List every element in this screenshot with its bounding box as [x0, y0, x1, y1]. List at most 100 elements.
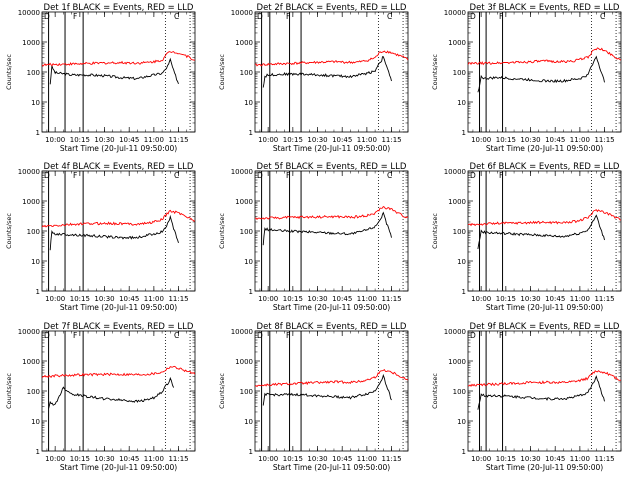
y-axis-label: Counts/sec — [5, 213, 13, 249]
x-tick-label: 10:00 — [45, 136, 65, 144]
y-tick-label: 1 — [36, 288, 40, 296]
series-line-lld — [468, 370, 621, 388]
y-tick-label: 1000 — [448, 358, 466, 366]
plot-area — [468, 12, 621, 132]
y-axis-label: Counts/sec — [431, 373, 439, 409]
y-axis-label: Counts/sec — [5, 54, 13, 90]
x-axis-label: Start Time (20-Jul-11 09:50:00) — [273, 144, 390, 153]
series-line-lld — [468, 209, 621, 227]
y-tick-label: 1000 — [448, 39, 466, 47]
x-tick-label: 10:15 — [496, 455, 516, 463]
x-tick-label: 11:15 — [168, 455, 188, 463]
y-tick-label: 10000 — [231, 168, 253, 176]
series-line-events — [48, 376, 175, 409]
x-tick-label: 10:15 — [496, 136, 516, 144]
x-tick-label: 10:15 — [283, 455, 303, 463]
y-tick-label: 10 — [31, 418, 40, 426]
x-tick-label: 10:15 — [283, 136, 303, 144]
x-tick-label: 10:15 — [70, 455, 90, 463]
x-axis-label: Start Time (20-Jul-11 09:50:00) — [273, 303, 390, 312]
panel-title: Det 7f BLACK = Events, RED = LLD — [44, 322, 194, 332]
marker-label-f: F — [499, 331, 503, 340]
y-tick-label: 1000 — [22, 198, 40, 206]
series-line-events — [262, 211, 392, 246]
x-tick-label: 10:45 — [119, 295, 139, 303]
x-tick-label: 10:00 — [471, 295, 491, 303]
marker-label-c: C — [174, 12, 179, 21]
marker-label-f: F — [499, 171, 503, 180]
y-tick-label: 1000 — [235, 358, 253, 366]
series-line-events — [477, 214, 605, 250]
x-tick-label: 10:15 — [70, 136, 90, 144]
detector-panel-6: Det 6f BLACK = Events, RED = LLD 1 10 100 10… — [431, 162, 622, 312]
y-axis-label: Counts/sec — [218, 373, 226, 409]
detector-panel-7: Det 7f BLACK = Events, RED = LLD 1 10 100 10… — [5, 322, 196, 472]
marker-label-c: C — [600, 12, 605, 21]
x-tick-label: 10:15 — [496, 295, 516, 303]
x-axis-label: Start Time (20-Jul-11 09:50:00) — [60, 303, 177, 312]
x-tick-label: 11:15 — [168, 295, 188, 303]
panel-title: Det 4f BLACK = Events, RED = LLD — [44, 162, 194, 172]
y-axis-label: Counts/sec — [431, 213, 439, 249]
marker-label-d: D — [257, 171, 263, 180]
detector-panel-4: Det 4f BLACK = Events, RED = LLD 1 10 100 10… — [5, 162, 196, 312]
plot-frame — [254, 330, 409, 452]
y-tick-label: 1000 — [235, 198, 253, 206]
marker-label-d: D — [44, 12, 50, 21]
y-tick-label: 100 — [27, 228, 40, 236]
x-tick-label: 11:00 — [144, 136, 164, 144]
marker-label-c: C — [174, 331, 179, 340]
series-line-lld — [255, 368, 408, 388]
marker-label-d: D — [470, 12, 476, 21]
x-tick-label: 10:30 — [307, 455, 327, 463]
x-tick-label: 10:30 — [520, 455, 540, 463]
x-tick-label: 10:45 — [545, 136, 565, 144]
marker-label-f: F — [499, 12, 503, 21]
x-tick-label: 11:00 — [357, 455, 377, 463]
x-tick-label: 10:30 — [94, 455, 114, 463]
x-tick-label: 11:00 — [570, 455, 590, 463]
marker-label-c: C — [387, 12, 392, 21]
y-tick-label: 1000 — [22, 358, 40, 366]
plot-frame — [254, 11, 409, 133]
y-tick-label: 10000 — [18, 168, 40, 176]
plot-area — [42, 331, 195, 451]
y-tick-label: 100 — [240, 228, 253, 236]
plot-frame — [467, 11, 622, 133]
panel-title: Det 9f BLACK = Events, RED = LLD — [470, 322, 620, 332]
panel-title: Det 8f BLACK = Events, RED = LLD — [257, 322, 407, 332]
y-axis-label: Counts/sec — [431, 54, 439, 90]
y-tick-label: 1000 — [235, 39, 253, 47]
plot-area — [468, 331, 621, 451]
y-tick-label: 1 — [249, 129, 253, 137]
x-tick-label: 10:30 — [520, 136, 540, 144]
marker-label-c: C — [600, 171, 605, 180]
x-tick-label: 11:00 — [144, 455, 164, 463]
detector-panel-3: Det 3f BLACK = Events, RED = LLD 1 10 100 10… — [431, 3, 622, 153]
x-tick-label: 10:15 — [283, 295, 303, 303]
x-axis-label: Start Time (20-Jul-11 09:50:00) — [273, 463, 390, 472]
x-tick-label: 10:15 — [70, 295, 90, 303]
detector-panel-8: Det 8f BLACK = Events, RED = LLD 1 10 100 10… — [218, 322, 409, 472]
x-tick-label: 10:45 — [119, 136, 139, 144]
plot-area — [255, 12, 408, 132]
x-tick-label: 10:45 — [545, 295, 565, 303]
y-tick-label: 10 — [244, 99, 253, 107]
y-tick-label: 1 — [462, 129, 466, 137]
plot-frame — [467, 330, 622, 452]
marker-label-d: D — [44, 171, 50, 180]
marker-label-d: D — [470, 331, 476, 340]
x-tick-label: 10:30 — [94, 136, 114, 144]
x-tick-label: 10:45 — [332, 455, 352, 463]
plot-area — [255, 331, 408, 451]
x-tick-label: 11:00 — [357, 136, 377, 144]
x-axis-label: Start Time (20-Jul-11 09:50:00) — [486, 463, 603, 472]
series-line-events — [477, 375, 605, 410]
series-line-lld — [42, 209, 195, 228]
x-tick-label: 11:15 — [594, 295, 614, 303]
marker-label-c: C — [174, 171, 179, 180]
plot-area — [255, 171, 408, 291]
y-tick-label: 100 — [240, 69, 253, 77]
y-tick-label: 10000 — [231, 9, 253, 17]
panel-title: Det 5f BLACK = Events, RED = LLD — [257, 162, 407, 172]
